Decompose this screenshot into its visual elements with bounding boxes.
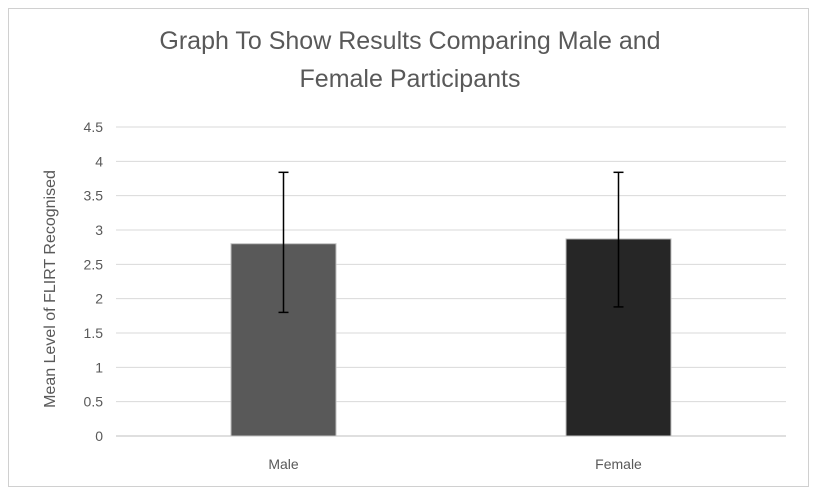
bar-female (565, 238, 672, 437)
y-tick-label: 2.5 (84, 256, 104, 272)
y-tick-label: 3.5 (84, 188, 104, 204)
chart-frame (8, 8, 809, 487)
y-tick-label: 1.5 (84, 325, 104, 341)
x-tick-label: Male (268, 456, 299, 472)
error-bars (278, 171, 624, 314)
y-axis-label: Mean Level of FLIRT Recognised (42, 170, 59, 408)
chart-title: Graph To Show Results Comparing Male and… (0, 22, 819, 98)
x-axis-ticks: Male Female (268, 456, 642, 472)
y-tick-label: 2 (95, 291, 103, 307)
y-axis-ticks: 0 0.5 1 1.5 2 2.5 3 3.5 4 4.5 (84, 119, 104, 444)
y-tick-label: 3 (95, 222, 103, 238)
y-tick-label: 1 (95, 359, 103, 375)
bars (230, 238, 672, 437)
gridlines (116, 126, 786, 437)
y-tick-label: 0.5 (84, 394, 104, 410)
chart-title-line-1: Graph To Show Results Comparing Male and (159, 27, 661, 55)
y-tick-label: 4 (95, 153, 103, 169)
y-tick-label: 4.5 (84, 119, 104, 135)
x-tick-label: Female (595, 456, 642, 472)
y-tick-label: 0 (95, 428, 103, 444)
chart-title-line-2: Female Participants (299, 65, 521, 93)
